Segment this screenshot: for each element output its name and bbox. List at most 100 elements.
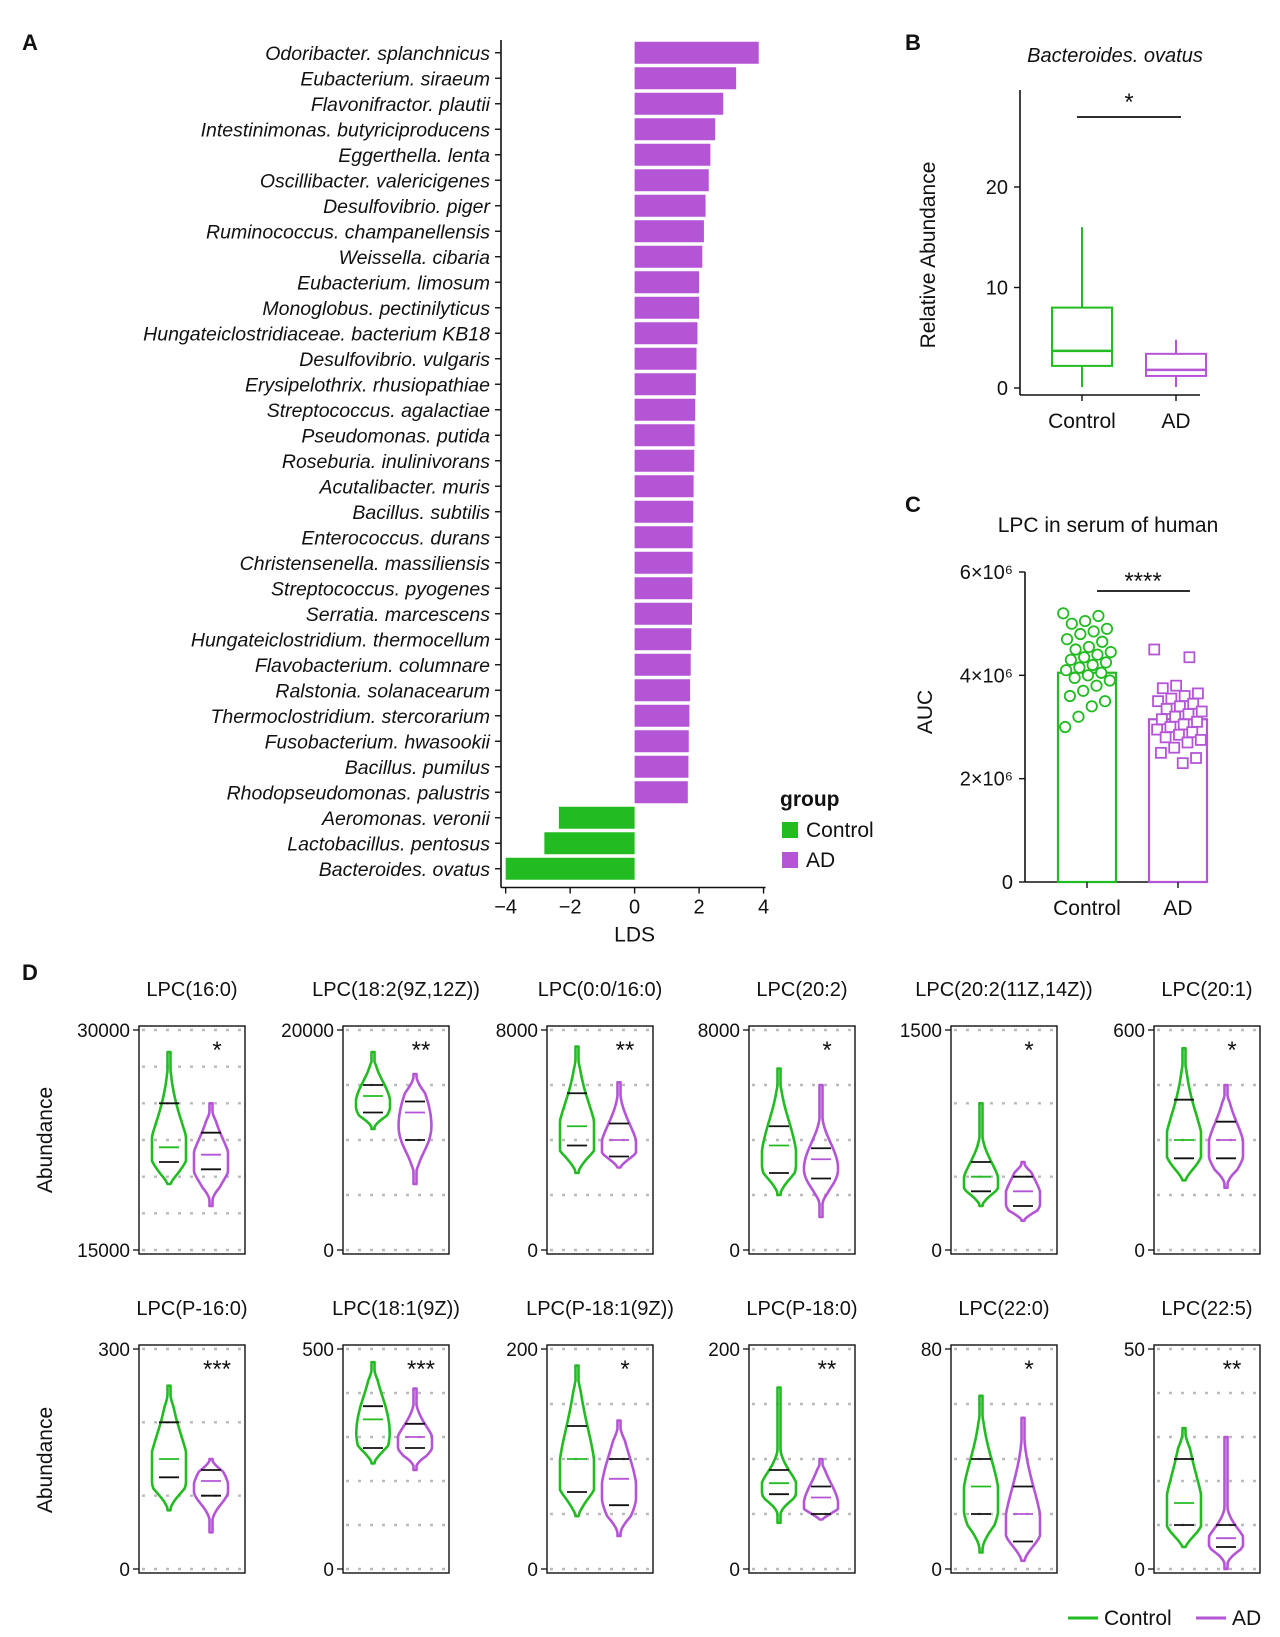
d-plot-frame-lpc-22-0: [950, 1344, 1058, 1574]
c-point-ad: [1194, 734, 1207, 746]
c-point-control: [1082, 640, 1096, 654]
d-violin-ad-lpc-0-0-16-0: [600, 1081, 638, 1169]
c-point-control: [1095, 666, 1108, 679]
lds-bar-flavobacterium-columnare: [634, 653, 691, 676]
c-point-ad: [1191, 715, 1203, 728]
c-y-tick-label: 4×10⁶: [960, 665, 1013, 687]
d-violin-ad-lpc-18-2-9z-12z: [397, 1072, 433, 1186]
a-x-tick-label: 2: [694, 897, 705, 919]
d-y-tick-label: 0: [527, 1241, 538, 1262]
species-label: Thermoclostridium. stercorarium: [210, 706, 490, 728]
c-point-control: [1060, 633, 1074, 646]
c-point-control: [1077, 684, 1090, 697]
a-x-tick-label: −4: [494, 897, 517, 919]
d-y-tick-label: 200: [506, 1340, 538, 1361]
lds-bar-hungateiclostridiaceae-bacterium-kb18: [634, 322, 698, 345]
c-point-control: [1087, 625, 1100, 638]
lds-bar-bacillus-pumilus: [634, 755, 689, 778]
legend-title: group: [780, 788, 839, 811]
group-legend: group Control AD: [780, 788, 874, 872]
b-x-tick-label-ad: AD: [1161, 410, 1190, 433]
c-point-control: [1090, 679, 1103, 692]
species-label: Fusobacterium. hwasookii: [265, 731, 491, 753]
d-y-tick-label: 0: [729, 1560, 740, 1581]
lds-bar-christensenella-massiliensis: [634, 551, 693, 574]
c-point-control: [1069, 643, 1082, 656]
c-y-axis-label: AUC: [914, 690, 937, 734]
c-y-tick-label: 6×10⁶: [960, 562, 1013, 584]
c-point-control: [1073, 661, 1086, 674]
d-violin-ad-lpc-16-0: [192, 1102, 230, 1208]
d-y-tick-label: 30000: [77, 1021, 130, 1042]
panel-label-a: A: [22, 30, 38, 55]
lds-bar-enterococcus-durans: [634, 526, 693, 549]
b-significance-label: *: [1124, 89, 1133, 116]
species-label: Streptococcus. agalactiae: [267, 400, 490, 422]
d-plot-frame-lpc-20-2: [748, 1025, 856, 1255]
lds-bar-fusobacterium-hwasookii: [634, 730, 689, 753]
species-label: Enterococcus. durans: [301, 527, 490, 549]
lds-bar-streptococcus-pyogenes: [634, 577, 693, 600]
d-y-tick-label: 0: [931, 1241, 942, 1262]
c-point-ad: [1155, 746, 1167, 759]
species-label: Flavobacterium. columnare: [255, 655, 490, 677]
lds-bar-eubacterium-siraeum: [634, 67, 737, 90]
d-violin-ad-lpc-p-16-0: [192, 1457, 230, 1534]
c-point-ad: [1176, 757, 1189, 770]
d-violin-control-lpc-22-5: [1165, 1426, 1203, 1549]
species-label: Pseudomonas. putida: [301, 425, 490, 447]
c-point-control: [1096, 635, 1109, 648]
c-point-control: [1092, 609, 1105, 623]
panel-d-violin-plots: AbundanceAbundanceLPC(16:0)1500030000*LP…: [34, 979, 1261, 1581]
species-label: Ralstonia. solanacearum: [275, 680, 490, 702]
c-y-tick-label: 2×10⁶: [960, 769, 1013, 791]
d-y-tick-label: 0: [527, 1560, 538, 1581]
c-point-control: [1074, 627, 1087, 641]
d-significance-lpc-0-0-16-0: **: [616, 1037, 635, 1064]
d-violin-control-lpc-p-16-0: [150, 1384, 188, 1512]
species-label: Hungateiclostridiaceae. bacterium KB18: [143, 323, 490, 345]
violin-legend-ad-label: AD: [1232, 1607, 1261, 1630]
lds-bar-oscillibacter-valericigenes: [634, 169, 709, 192]
lds-bar-monoglobus-pectinilyticus: [634, 296, 700, 319]
d-significance-lpc-22-0: *: [1024, 1356, 1033, 1383]
species-label: Bacillus. subtilis: [352, 502, 490, 524]
d-significance-lpc-p-16-0: ***: [203, 1356, 231, 1383]
d-plot-frame-lpc-20-1: [1153, 1025, 1261, 1255]
d-violin-ad-lpc-18-1-9z: [396, 1387, 434, 1472]
lds-bar-serratia-marcescens: [634, 602, 692, 625]
species-label: Eggerthella. lenta: [338, 145, 490, 167]
species-label: Desulfovibrio. piger: [323, 196, 491, 218]
a-x-tick-label: 4: [758, 897, 769, 919]
d-violin-ad-lpc-20-2-11z-14z: [1004, 1160, 1042, 1222]
a-x-tick-label: 0: [629, 897, 640, 919]
c-significance-label: ****: [1124, 568, 1161, 595]
b-y-tick-label: 20: [986, 177, 1008, 199]
lds-bar-eubacterium-limosum: [634, 271, 700, 294]
lds-bar-acutalibacter-muris: [634, 475, 694, 498]
d-plot-title-lpc-p-16-0: LPC(P-16:0): [136, 1298, 247, 1320]
panel-a-lds-bar-chart: Odoribacter. splanchnicus Eubacterium. si…: [143, 40, 769, 947]
d-plot-title-lpc-p-18-1-9z: LPC(P-18:1(9Z)): [526, 1298, 674, 1320]
d-significance-lpc-18-1-9z: ***: [407, 1356, 435, 1383]
d-plot-frame-lpc-0-0-16-0: [546, 1025, 654, 1255]
d-violin-control-lpc-16-0: [150, 1050, 188, 1186]
d-y-tick-label: 1500: [900, 1021, 942, 1042]
c-point-control: [1065, 617, 1078, 630]
species-label: Ruminococcus. champanellensis: [206, 221, 490, 243]
b-box-ad: [1145, 352, 1207, 377]
lds-bar-desulfovibrio-vulgaris: [634, 347, 697, 370]
c-point-ad: [1159, 731, 1172, 744]
d-significance-lpc-18-2-9z-12z: **: [412, 1037, 431, 1064]
species-label: Roseburia. inulinivorans: [282, 451, 490, 473]
lds-bar-erysipelothrix-rhusiopathiae: [634, 373, 696, 396]
c-point-control: [1098, 695, 1112, 708]
species-label: Desulfovibrio. vulgaris: [299, 349, 490, 371]
c-point-ad: [1168, 741, 1181, 754]
lds-bar-weissella-cibaria: [634, 245, 703, 268]
species-label: Acutalibacter. muris: [318, 476, 490, 498]
legend-ad-swatch: [782, 852, 798, 868]
d-violin-ad-lpc-p-18-0: [802, 1457, 840, 1521]
b-box-control: [1051, 306, 1113, 367]
